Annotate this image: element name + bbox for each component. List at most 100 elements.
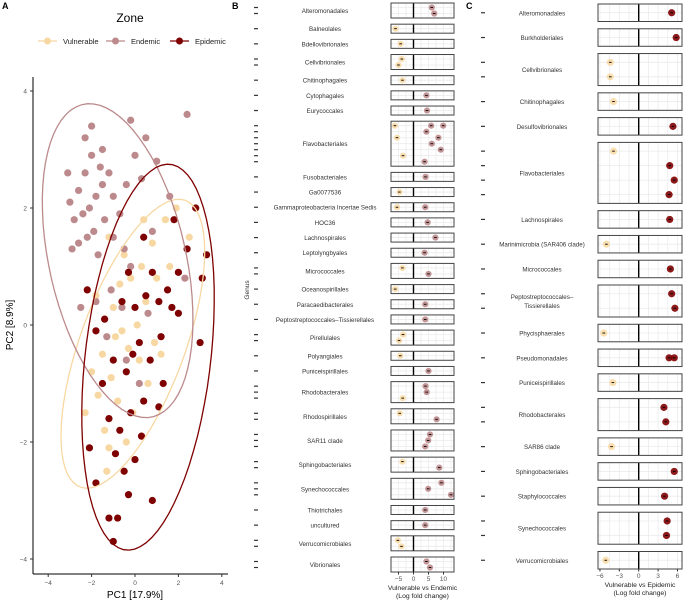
scatter-point-vulnerable [166, 262, 174, 271]
facet-panel-border [390, 429, 455, 452]
scatter-point-epidemic [124, 491, 133, 499]
forest-group: HOC36 [254, 217, 455, 228]
scatter-point-epidemic [155, 403, 163, 411]
scatter-point-epidemic [92, 327, 100, 335]
forest-group: Flavobacteriales [254, 120, 455, 167]
scatter-point-epidemic [120, 467, 128, 475]
facet-panel-border [390, 2, 455, 19]
scatter-point-epidemic [157, 333, 165, 341]
scatter-point-epidemic [170, 216, 178, 224]
group-label: Micrococcales [522, 266, 561, 273]
scatter-point-vulnerable [148, 239, 156, 247]
scatter-point-epidemic [114, 514, 122, 522]
forest-group: Paracaedibacterales [254, 299, 455, 310]
facet-panel-border [390, 477, 455, 500]
facet-panel-border [390, 54, 455, 71]
scatter-point-vulnerable [101, 426, 109, 434]
x-tick-label: 6 [676, 573, 680, 580]
facet-panel-border [390, 217, 455, 228]
group-label: Lachnospirales [521, 217, 563, 224]
scatter-point-endemic [74, 186, 83, 195]
x-tick-label: −6 [596, 573, 604, 580]
scatter-point-endemic [118, 303, 126, 312]
group-label: Flavobacteriales [302, 141, 347, 148]
scatter-point-endemic [98, 181, 107, 189]
legend-title: Zone [116, 11, 144, 25]
scatter-point-endemic [88, 151, 96, 159]
scatter-point-epidemic [129, 350, 137, 358]
x-tick-label: 3 [656, 573, 660, 580]
confidence-ellipse-vulnerable [60, 198, 206, 489]
scatter-point-epidemic [155, 298, 163, 306]
scatter-point-endemic [127, 262, 135, 271]
facet-panel-border [597, 348, 683, 368]
scatter-point-epidemic [105, 415, 113, 423]
group-label: Synechococcales [518, 526, 566, 533]
group-label: Desulfovibrionales [517, 124, 568, 131]
facet-panel-border [597, 92, 683, 111]
group-label: Rhodobacterales [519, 412, 566, 419]
group-label: Oceanospirillales [301, 287, 348, 294]
scatter-point-vulnerable [127, 274, 135, 282]
scatter-point-epidemic [168, 303, 176, 312]
legend-key-dot [44, 37, 51, 45]
facet-panel-border [390, 247, 455, 258]
group-label: Verrucomicrobiales [299, 541, 352, 548]
y-tick-label: 0 [23, 323, 27, 330]
group-label: Sphingobacteriales [516, 469, 569, 476]
group-label: Alteromonadales [302, 8, 348, 15]
scatter-point-vulnerable [105, 444, 113, 452]
forest-group: Bdellovibrionales [254, 38, 455, 49]
facet-panel-border [597, 141, 683, 204]
scatter-point-epidemic [146, 356, 154, 364]
x-axis-subtitle: (Log fold change) [396, 593, 449, 600]
group-label: Pirellulales [310, 335, 340, 342]
forest-group: Lachnospirales [254, 232, 455, 243]
scatter-point-endemic [88, 122, 96, 130]
scatter-point-epidemic [83, 286, 91, 294]
scatter-point-vulnerable [81, 409, 89, 417]
scatter-point-vulnerable [144, 379, 152, 388]
group-label: Leptolyngbyales [303, 250, 348, 257]
facet-panel-border [390, 329, 455, 346]
group-label: Cellvibrionales [305, 60, 345, 67]
x-tick-label: −2 [88, 580, 96, 587]
confidence-ellipse-endemic [41, 103, 194, 419]
y-axis-title: Genus [244, 280, 251, 300]
scatter-point-endemic [92, 192, 100, 200]
forest-group: Eurycoccales [254, 105, 455, 116]
group-label: Marinimicrobia (SAR406 clade) [499, 242, 585, 249]
x-tick-label: −3 [616, 573, 624, 580]
scatter-point-vulnerable [161, 216, 169, 224]
group-label: Micrococcales [305, 268, 344, 275]
forest-group: Rhodobacterales [254, 381, 455, 404]
x-tick-label: 0 [637, 573, 641, 580]
forest-group: Fusobacteriales [254, 171, 455, 182]
scatter-point-epidemic [118, 298, 126, 306]
scatter-point-endemic [142, 134, 150, 142]
forest-group: Chitinophagales [481, 92, 683, 111]
scatter-point-endemic [181, 274, 189, 282]
legend-label: Endemic [131, 37, 160, 46]
scatter-point-vulnerable [103, 467, 111, 475]
group-label: Paracaedibacterales [297, 302, 353, 309]
scatter-point-endemic [144, 309, 152, 317]
facet-panel-border [597, 437, 683, 456]
facet-panel-border [390, 171, 455, 182]
group-label: Thiotrichales [307, 507, 342, 514]
scatter-point-endemic [81, 169, 89, 177]
scatter-point-vulnerable [124, 344, 133, 352]
facet-panel-bg [391, 557, 454, 572]
forest-group: Sphingobacteriales [481, 462, 683, 481]
facet-panel-border [390, 535, 455, 552]
group-label: Cellvibrionales [522, 67, 562, 74]
facet-panel-border [390, 520, 455, 531]
scatter-point-epidemic [124, 268, 133, 276]
scatter-point-vulnerable [122, 438, 130, 446]
scatter-point-epidemic [159, 379, 167, 388]
facet-panel-border [597, 323, 683, 343]
forest-group: Verrucomicrobiales [254, 535, 455, 552]
x-axis-title: Vulnerable vs Epidemic [605, 582, 676, 589]
group-label: Ga0077536 [309, 190, 342, 197]
